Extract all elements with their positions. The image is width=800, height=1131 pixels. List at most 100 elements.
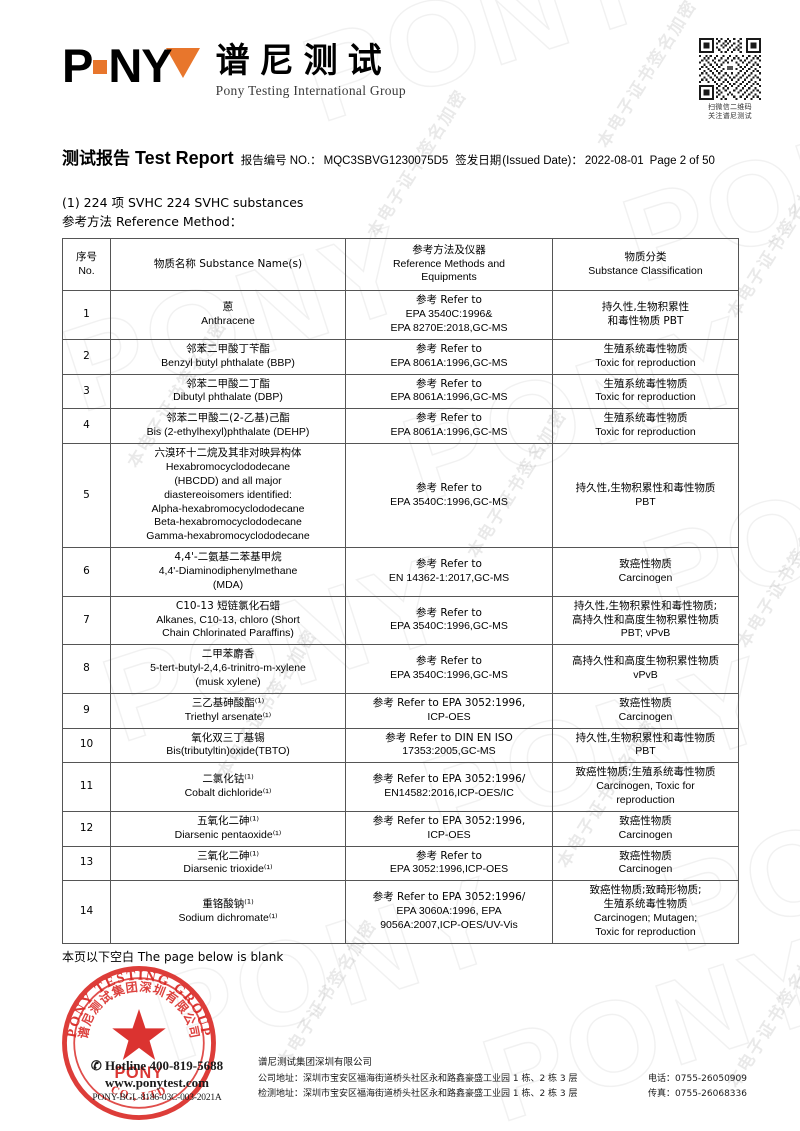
footer-hotline-text: Hotline 400-819-5688 [105,1058,224,1073]
cell-reference-method-line: EPA 8061A:1996,GC-MS [390,356,508,369]
cell-reference-method-line: 参考 Refer to DIN EN ISO [385,731,513,744]
cell-substance-name-line: 六溴环十二烷及其非对映异构体 [154,447,302,460]
header-name-text: 物质名称 Substance Name(s) [153,257,303,270]
cell-substance-classification-line: Toxic for reproduction [595,391,696,404]
page-header: P NY 谱尼测试 Pony Testing International Grou… [0,0,800,120]
cell-substance-classification-line: 致癌性物质;致畸形物质; [589,884,702,897]
cell-substance-classification-line: Carcinogen [618,571,673,584]
row-number: 10 [62,727,111,764]
cell-substance-name-line: Triethyl arsenate⁽¹⁾ [184,710,272,723]
cell-reference-method: 参考 Refer to EPA 8061A:1996,GC-MS [345,338,553,375]
cell-substance-classification: 致癌性物质 Carcinogen [552,692,739,729]
row-number: 4 [62,408,111,445]
row-number: 8 [62,644,111,694]
cell-substance-classification-line: Toxic for reproduction [595,356,696,369]
cell-substance-classification: 持久性,生物积累性和毒性物质 PBT [552,443,739,549]
footer-addr2-value: 深圳市宝安区福海街道桥头社区永和路鑫豪盛工业园 1 栋、2 栋 3 层 [303,1089,578,1100]
table-row: 11 二氯化钴⁽¹⁾ Cobalt dichloride⁽¹⁾ 参考 Refer to… [62,762,739,812]
cell-reference-method-line: 参考 Refer to [416,849,482,862]
cell-substance-name: 邻苯二甲酸二丁酯 Dibutyl phthalate (DBP) [110,373,346,410]
cell-substance-classification: 持久性,生物积累性 和毒性物质 PBT [552,290,739,340]
table-row: 7 C10-13 短链氯化石蜡 Alkanes, C10-13, chloro (S… [62,595,739,646]
cell-substance-classification-line: 生殖系统毒性物质 [603,412,688,425]
footer-hotline: ✆ Hotline 400-819-5688 [62,1058,252,1074]
table-row: 9 三乙基砷酸酯⁽¹⁾ Triethyl arsenate⁽¹⁾ 参考 Refer t… [62,692,739,729]
row-number: 5 [62,443,111,549]
cell-reference-method: 参考 Refer to EN 14362-1:2017,GC-MS [345,547,553,597]
cell-reference-method: 参考 Refer to EPA 3052:1996, ICP-OES [345,692,553,729]
cell-substance-classification-line: 生殖系统毒性物质 [603,898,688,911]
table-row: 4 邻苯二甲酸二(2-乙基)己酯 Bis (2-ethylhexyl)phthala… [62,408,739,445]
cell-substance-name-line: 5-tert-butyl-2,4,6-trinitro-m-xylene [150,662,306,675]
cell-reference-method: 参考 Refer to EPA 3052:1996,ICP-OES [345,845,553,882]
table-row: 1 蒽 Anthracene 参考 Refer to EPA 3540C:1996& EP… [62,290,739,340]
cell-substance-name-line: (musk xylene) [195,675,261,688]
cell-substance-name: 4,4'-二氨基二苯基甲烷 4,4'-Diaminodiphenylmethane… [110,547,346,597]
cell-substance-name-line: Diarsenic pentaoxide⁽¹⁾ [174,828,282,841]
cell-substance-name-line: 二甲苯麝香 [201,648,255,661]
cell-substance-classification: 生殖系统毒性物质 Toxic for reproduction [552,338,739,375]
cell-substance-classification-line: Carcinogen [618,710,673,723]
table-row: 5 六溴环十二烷及其非对映异构体 Hexabromocyclododecane (HB… [62,443,739,549]
pony-logo: P NY 谱尼测试 Pony Testing International Grou… [62,42,406,99]
logo-triangle-icon [165,48,200,78]
page-info: Page 2 of 50 [649,155,715,167]
cell-reference-method: 参考 Refer to EPA 3540C:1996,GC-MS [345,644,553,694]
table-header-row: 序号 No. 物质名称 Substance Name(s) 参考方法及仪器 Re… [62,237,739,292]
issued-date-label-cn: 签发日期 [455,153,502,167]
svhc-substances-table: 序号 No. 物质名称 Substance Name(s) 参考方法及仪器 Re… [62,237,739,944]
cell-substance-name-line: 邻苯二甲酸二(2-乙基)己酯 [166,412,290,425]
issued-date-label-en: (Issued Date)： [502,155,583,167]
cell-reference-method-line: EN 14362-1:2017,GC-MS [388,571,510,584]
cell-substance-name-line: Anthracene [201,315,255,328]
cell-reference-method-line: EPA 8061A:1996,GC-MS [390,426,508,439]
header-cls-cn: 物质分类 [624,250,667,263]
cell-substance-classification-line: Carcinogen [618,863,673,876]
section-heading: (1) 224 项 SVHC 224 SVHC substances [62,195,304,210]
qr-caption-line1: 扫微信二维码 [708,103,752,111]
cell-substance-name-line: C10-13 短链氯化石蜡 [175,599,281,612]
logo-english-name: Pony Testing International Group [215,82,406,98]
cell-substance-name-line: Gamma-hexabromocyclododecane [146,530,310,543]
table-row: 12 五氧化二砷⁽¹⁾ Diarsenic pentaoxide⁽¹⁾ 参考 Refe… [62,810,739,847]
cell-substance-name-line: Hexabromocyclododecane [165,460,291,473]
cell-substance-classification-line: 持久性,生物积累性 [601,301,690,314]
cell-substance-name: 重铬酸钠⁽¹⁾ Sodium dichromate⁽¹⁾ [110,880,346,944]
cell-reference-method-line: 参考 Refer to EPA 3052:1996, [372,814,526,827]
table-row: 14 重铬酸钠⁽¹⁾ Sodium dichromate⁽¹⁾ 参考 Refer to… [62,880,739,944]
cell-reference-method-line: EPA 3540C:1996,GC-MS [390,620,508,633]
cell-substance-name-line: Sodium dichromate⁽¹⁾ [178,911,278,924]
cell-substance-name-line: 氧化双三丁基锡 [191,731,265,744]
cell-substance-name-line: 蒽 [222,301,234,314]
cell-reference-method-line: EPA 3540C:1996,GC-MS [390,669,508,682]
footer-tel-value: 0755-26050909 [675,1074,747,1084]
cell-reference-method-line: 参考 Refer to [416,377,482,390]
cell-substance-name-line: Cobalt dichloride⁽¹⁾ [184,787,272,800]
cell-substance-classification-line: 致癌性物质 [619,849,672,862]
cell-substance-classification: 致癌性物质 Carcinogen [552,810,739,847]
footer-company-name: 谱尼测试集团深圳有限公司 [258,1057,373,1068]
footer-addr2-label: 检测地址： [258,1089,304,1100]
seal-star-icon [112,1008,166,1061]
cell-substance-name-line: 邻苯二甲酸二丁酯 [186,377,270,390]
cell-substance-classification-line: 生殖系统毒性物质 [603,342,688,355]
cell-substance-name: 五氧化二砷⁽¹⁾ Diarsenic pentaoxide⁽¹⁾ [110,810,346,847]
cell-substance-classification-line: 高持久性和高度生物积累性物质 [572,613,719,626]
cell-substance-classification-line: Toxic for reproduction [595,426,696,439]
cell-substance-name-line: 三乙基砷酸酯⁽¹⁾ [191,696,265,709]
cell-substance-name-line: Bis (2-ethylhexyl)phthalate (DEHP) [146,426,310,439]
cell-reference-method: 参考 Refer to EPA 8061A:1996,GC-MS [345,408,553,445]
section-subheading: 参考方法 Reference Method： [62,214,243,230]
cell-substance-classification-line: 致癌性物质;生殖系统毒性物质 [575,766,716,779]
cell-substance-name-line: 三氧化二砷⁽¹⁾ [197,849,259,862]
cell-substance-classification-line: 持久性,生物积累性和毒性物质 [575,481,716,494]
seal-outer-text: PONY TESTING GROUP [64,968,212,1039]
row-number: 7 [62,595,111,646]
footer-address-row-2: 检测地址：深圳市宝安区福海街道桥头社区永和路鑫豪盛工业园 1 栋、2 栋 3 层… [258,1087,778,1102]
logo-wordmark: P NY [62,39,173,92]
table-row: 3 邻苯二甲酸二丁酯 Dibutyl phthalate (DBP) 参考 Refer… [62,373,739,410]
row-number: 13 [62,845,111,882]
header-no-cn: 序号 [76,250,97,263]
footer-fax-label: 传真： [648,1089,676,1100]
footer-website[interactable]: www.ponytest.com [105,1075,209,1090]
